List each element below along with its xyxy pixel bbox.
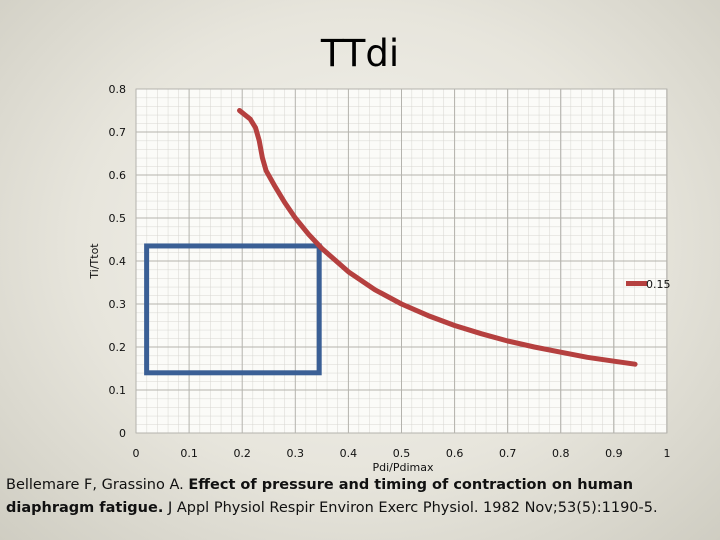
y-tick-label: 0.1 (109, 384, 127, 397)
y-tick-label: 0.2 (109, 341, 127, 354)
x-tick-label: 0.1 (180, 447, 198, 460)
citation: Bellemare F, Grassino A. Effect of press… (6, 474, 706, 520)
x-tick-label: 1 (664, 447, 671, 460)
x-tick-label: 0.3 (287, 447, 305, 460)
x-tick-label: 0.8 (552, 447, 570, 460)
y-tick-label: 0.8 (109, 83, 127, 96)
y-tick-label: 0.6 (109, 169, 127, 182)
y-tick-label: 0 (119, 427, 126, 440)
x-tick-label: 0.6 (446, 447, 464, 460)
y-axis-label: Ti/Ttot (88, 243, 101, 280)
x-axis-label: Pdi/Pdimax (372, 461, 434, 474)
legend: 0.15 (626, 278, 671, 291)
y-tick-label: 0.7 (109, 126, 127, 139)
y-tick-label: 0.5 (109, 212, 127, 225)
x-tick-label: 0.2 (233, 447, 251, 460)
x-tick-label: 0.7 (499, 447, 517, 460)
series-layer (144, 108, 638, 376)
annotation-rectangle (144, 243, 322, 376)
citation-authors: Bellemare F, Grassino A. (6, 477, 189, 493)
citation-title: Effect of pressure and timing of contrac… (6, 477, 634, 516)
y-tick-label: 0.3 (109, 298, 127, 311)
y-tick-label: 0.4 (109, 255, 127, 268)
x-tick-label: 0 (133, 447, 140, 460)
x-tick-label: 0.5 (393, 447, 411, 460)
citation-source: J Appl Physiol Respir Environ Exerc Phys… (163, 500, 658, 516)
y-axis-ticks: 0 0.1 0.2 0.3 0.4 0.5 0.6 0.7 0.8 (109, 83, 127, 440)
x-tick-label: 0.4 (340, 447, 358, 460)
x-tick-label: 0.9 (605, 447, 623, 460)
series-line (237, 108, 638, 367)
legend-label: 0.15 (646, 278, 671, 291)
chart-title: TTdi (320, 32, 399, 75)
x-axis-ticks: 0 0.1 0.2 0.3 0.4 0.5 0.6 0.7 0.8 0.9 1 (133, 447, 671, 460)
